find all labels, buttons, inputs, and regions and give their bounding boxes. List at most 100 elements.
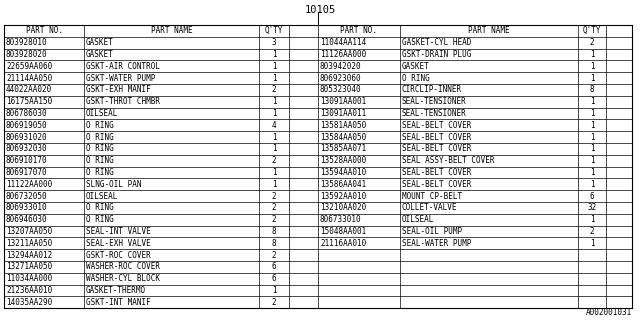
Text: 15048AA001: 15048AA001 <box>320 227 366 236</box>
Text: 16175AA150: 16175AA150 <box>6 97 52 106</box>
Text: 1: 1 <box>589 239 595 248</box>
Text: 13581AA050: 13581AA050 <box>320 121 366 130</box>
Text: 1: 1 <box>272 168 276 177</box>
Text: 1: 1 <box>272 62 276 71</box>
Text: SLNG-OIL PAN: SLNG-OIL PAN <box>86 180 141 189</box>
Text: 1: 1 <box>272 74 276 83</box>
Text: SEAL-EXH VALVE: SEAL-EXH VALVE <box>86 239 151 248</box>
Text: 1: 1 <box>589 97 595 106</box>
Text: 13091AA001: 13091AA001 <box>320 97 366 106</box>
Text: PART NAME: PART NAME <box>150 27 192 36</box>
Text: 32: 32 <box>588 204 596 212</box>
Text: 21116AA010: 21116AA010 <box>320 239 366 248</box>
Text: 1: 1 <box>589 121 595 130</box>
Text: 8: 8 <box>272 239 276 248</box>
Text: 13271AA050: 13271AA050 <box>6 262 52 271</box>
Text: 1: 1 <box>272 109 276 118</box>
Text: MOUNT CP-BELT: MOUNT CP-BELT <box>402 192 462 201</box>
Text: GSKT-INT MANIF: GSKT-INT MANIF <box>86 298 151 307</box>
Text: GASKET: GASKET <box>402 62 429 71</box>
Text: 1: 1 <box>589 168 595 177</box>
Text: 1: 1 <box>589 156 595 165</box>
Text: 806732050: 806732050 <box>6 192 47 201</box>
Text: 1: 1 <box>272 144 276 153</box>
Text: 21236AA010: 21236AA010 <box>6 286 52 295</box>
Text: 1: 1 <box>589 180 595 189</box>
Text: 13528AA000: 13528AA000 <box>320 156 366 165</box>
Text: 6: 6 <box>272 262 276 271</box>
Text: 11122AA000: 11122AA000 <box>6 180 52 189</box>
Text: O RING: O RING <box>86 168 114 177</box>
Text: O RING: O RING <box>86 156 114 165</box>
Text: O RING: O RING <box>86 121 114 130</box>
Text: 13585AA071: 13585AA071 <box>320 144 366 153</box>
Text: 6: 6 <box>589 192 595 201</box>
Text: O RING: O RING <box>402 74 429 83</box>
Text: 2: 2 <box>272 251 276 260</box>
Text: OILSEAL: OILSEAL <box>86 109 118 118</box>
Text: 11126AA000: 11126AA000 <box>320 50 366 59</box>
Text: 13210AA020: 13210AA020 <box>320 204 366 212</box>
Text: 2: 2 <box>272 204 276 212</box>
Text: O RING: O RING <box>86 132 114 141</box>
Text: 1: 1 <box>272 50 276 59</box>
Text: WASHER-CYL BLOCK: WASHER-CYL BLOCK <box>86 274 160 283</box>
Text: 803928020: 803928020 <box>6 50 47 59</box>
Text: 13091AA011: 13091AA011 <box>320 109 366 118</box>
Text: GASKET-CYL HEAD: GASKET-CYL HEAD <box>402 38 472 47</box>
Text: 806786030: 806786030 <box>6 109 47 118</box>
Text: PART NAME: PART NAME <box>468 27 510 36</box>
Text: 13294AA012: 13294AA012 <box>6 251 52 260</box>
Text: SEAL-OIL PUMP: SEAL-OIL PUMP <box>402 227 462 236</box>
Text: 8: 8 <box>272 227 276 236</box>
Text: 11044AA114: 11044AA114 <box>320 38 366 47</box>
Text: 1: 1 <box>272 286 276 295</box>
Text: COLLET-VALVE: COLLET-VALVE <box>402 204 458 212</box>
Text: GSKT-ROC COVER: GSKT-ROC COVER <box>86 251 151 260</box>
Text: SEAL-BELT COVER: SEAL-BELT COVER <box>402 168 472 177</box>
Text: GASKET-THERMO: GASKET-THERMO <box>86 286 146 295</box>
Text: 13584AA050: 13584AA050 <box>320 132 366 141</box>
Text: WASHER-ROC COVER: WASHER-ROC COVER <box>86 262 160 271</box>
Text: 806931020: 806931020 <box>6 132 47 141</box>
Text: SEAL-BELT COVER: SEAL-BELT COVER <box>402 180 472 189</box>
Text: GASKET: GASKET <box>86 50 114 59</box>
Text: 13207AA050: 13207AA050 <box>6 227 52 236</box>
Text: 1: 1 <box>589 215 595 224</box>
Text: 1: 1 <box>589 132 595 141</box>
Text: 806733010: 806733010 <box>320 215 362 224</box>
Text: OILSEAL: OILSEAL <box>402 215 435 224</box>
Text: SEAL ASSY-BELT COVER: SEAL ASSY-BELT COVER <box>402 156 495 165</box>
Text: 2: 2 <box>589 38 595 47</box>
Text: O RING: O RING <box>86 204 114 212</box>
Text: 806933010: 806933010 <box>6 204 47 212</box>
Text: 1: 1 <box>589 62 595 71</box>
Text: 21114AA050: 21114AA050 <box>6 74 52 83</box>
Text: SEAL-WATER PUMP: SEAL-WATER PUMP <box>402 239 472 248</box>
Text: 2: 2 <box>272 215 276 224</box>
Text: SEAL-BELT COVER: SEAL-BELT COVER <box>402 121 472 130</box>
Text: 8: 8 <box>589 85 595 94</box>
Text: 11034AA000: 11034AA000 <box>6 274 52 283</box>
Text: 3: 3 <box>272 38 276 47</box>
Text: GASKET: GASKET <box>86 38 114 47</box>
Text: 2: 2 <box>272 298 276 307</box>
Text: GSKT-WATER PUMP: GSKT-WATER PUMP <box>86 74 156 83</box>
Text: GSKT-THROT CHMBR: GSKT-THROT CHMBR <box>86 97 160 106</box>
Text: 806923060: 806923060 <box>320 74 362 83</box>
Text: 2: 2 <box>272 192 276 201</box>
Text: PART NO.: PART NO. <box>340 27 378 36</box>
Text: GSKT-EXH MANIF: GSKT-EXH MANIF <box>86 85 151 94</box>
Text: CIRCLIP-INNER: CIRCLIP-INNER <box>402 85 462 94</box>
Text: GSKT-AIR CONTROL: GSKT-AIR CONTROL <box>86 62 160 71</box>
Text: 44022AA020: 44022AA020 <box>6 85 52 94</box>
Text: SEAL-INT VALVE: SEAL-INT VALVE <box>86 227 151 236</box>
Text: 1: 1 <box>272 180 276 189</box>
Text: 806932030: 806932030 <box>6 144 47 153</box>
Text: 806946030: 806946030 <box>6 215 47 224</box>
Text: 22659AA060: 22659AA060 <box>6 62 52 71</box>
Text: OILSEAL: OILSEAL <box>86 192 118 201</box>
Text: 803928010: 803928010 <box>6 38 47 47</box>
Text: 13211AA050: 13211AA050 <box>6 239 52 248</box>
Text: 14035AA290: 14035AA290 <box>6 298 52 307</box>
